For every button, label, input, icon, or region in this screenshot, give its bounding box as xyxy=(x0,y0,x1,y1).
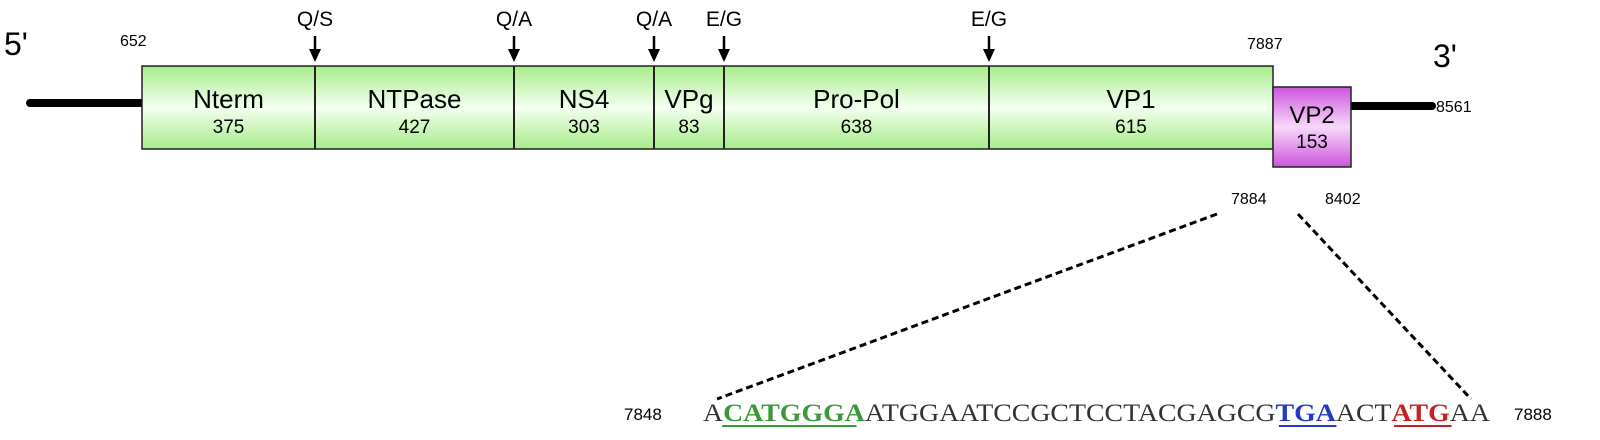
sequence-part-plain: A xyxy=(703,398,724,427)
sequence-part-plain: ACT xyxy=(1336,398,1392,427)
zoom-line-left xyxy=(716,212,1218,401)
sequence-part-plain: AA xyxy=(1450,398,1491,427)
zoom-line-right xyxy=(1296,212,1473,401)
segment-length-ns4: 303 xyxy=(568,117,600,138)
segment-length-nterm: 375 xyxy=(213,117,245,138)
cleavage-site-label: Q/A xyxy=(496,8,532,31)
sequence-part-blue: TGA xyxy=(1276,398,1337,427)
orf2-start-label: 7884 xyxy=(1231,191,1267,208)
five-prime-label: 5' xyxy=(4,26,28,62)
vp2-length: 153 xyxy=(1296,132,1328,153)
genome-end-label: 8561 xyxy=(1436,99,1472,116)
cleavage-sites: Q/S Q/A Q/A E/G E/G xyxy=(297,8,1007,62)
orf1-end-label: 7887 xyxy=(1247,36,1283,53)
nucleotide-sequence: ACATGGGA ATGGAATCCGCTCCTACGAGCG TGA ACT ATG A… xyxy=(703,398,1491,427)
segment-length-vpg: 83 xyxy=(678,117,699,138)
sequence-part-red: ATG xyxy=(1392,398,1450,427)
segment-name-vpg: VPg xyxy=(664,84,713,114)
cleavage-site-label: E/G xyxy=(706,8,742,31)
segment-name-ns4: NS4 xyxy=(559,84,610,114)
cleavage-arrow-head xyxy=(508,49,520,62)
cleavage-arrow-head xyxy=(309,49,321,62)
orf1-box: Nterm 375 NTPase 427 NS4 303 VPg 83 Pro-Pol 638 VP… xyxy=(141,65,1274,150)
cleavage-site-label: E/G xyxy=(971,8,1007,31)
segment-length-ntpase: 427 xyxy=(399,117,431,138)
segment-length-pro-pol: 638 xyxy=(841,117,873,138)
three-prime-label: 3' xyxy=(1433,38,1457,74)
sequence-end-label: 7888 xyxy=(1514,405,1552,424)
orf1-outline xyxy=(141,65,1274,150)
cleavage-arrow-head xyxy=(983,49,995,62)
sequence-part-plain: ATGGAATCCGCTCCTACGAGCG xyxy=(865,398,1276,427)
segment-name-pro-pol: Pro-Pol xyxy=(813,84,900,114)
segment-name-vp1: VP1 xyxy=(1106,84,1155,114)
sequence-start-label: 7848 xyxy=(624,405,662,424)
segment-length-vp1: 615 xyxy=(1115,117,1147,138)
segment-name-nterm: Nterm xyxy=(193,84,264,114)
segment-name-ntpase: NTPase xyxy=(368,84,462,114)
sequence-part-green: CATGGGA xyxy=(723,398,865,427)
orf1-start-label: 652 xyxy=(120,33,147,50)
cleavage-arrow-head xyxy=(648,49,660,62)
orf2-end-label: 8402 xyxy=(1325,191,1361,208)
vp2-box xyxy=(1272,86,1352,168)
cleavage-site-label: Q/A xyxy=(636,8,672,31)
cleavage-arrow-head xyxy=(718,49,730,62)
cleavage-site-label: Q/S xyxy=(297,8,333,31)
vp2-name: VP2 xyxy=(1289,102,1334,129)
